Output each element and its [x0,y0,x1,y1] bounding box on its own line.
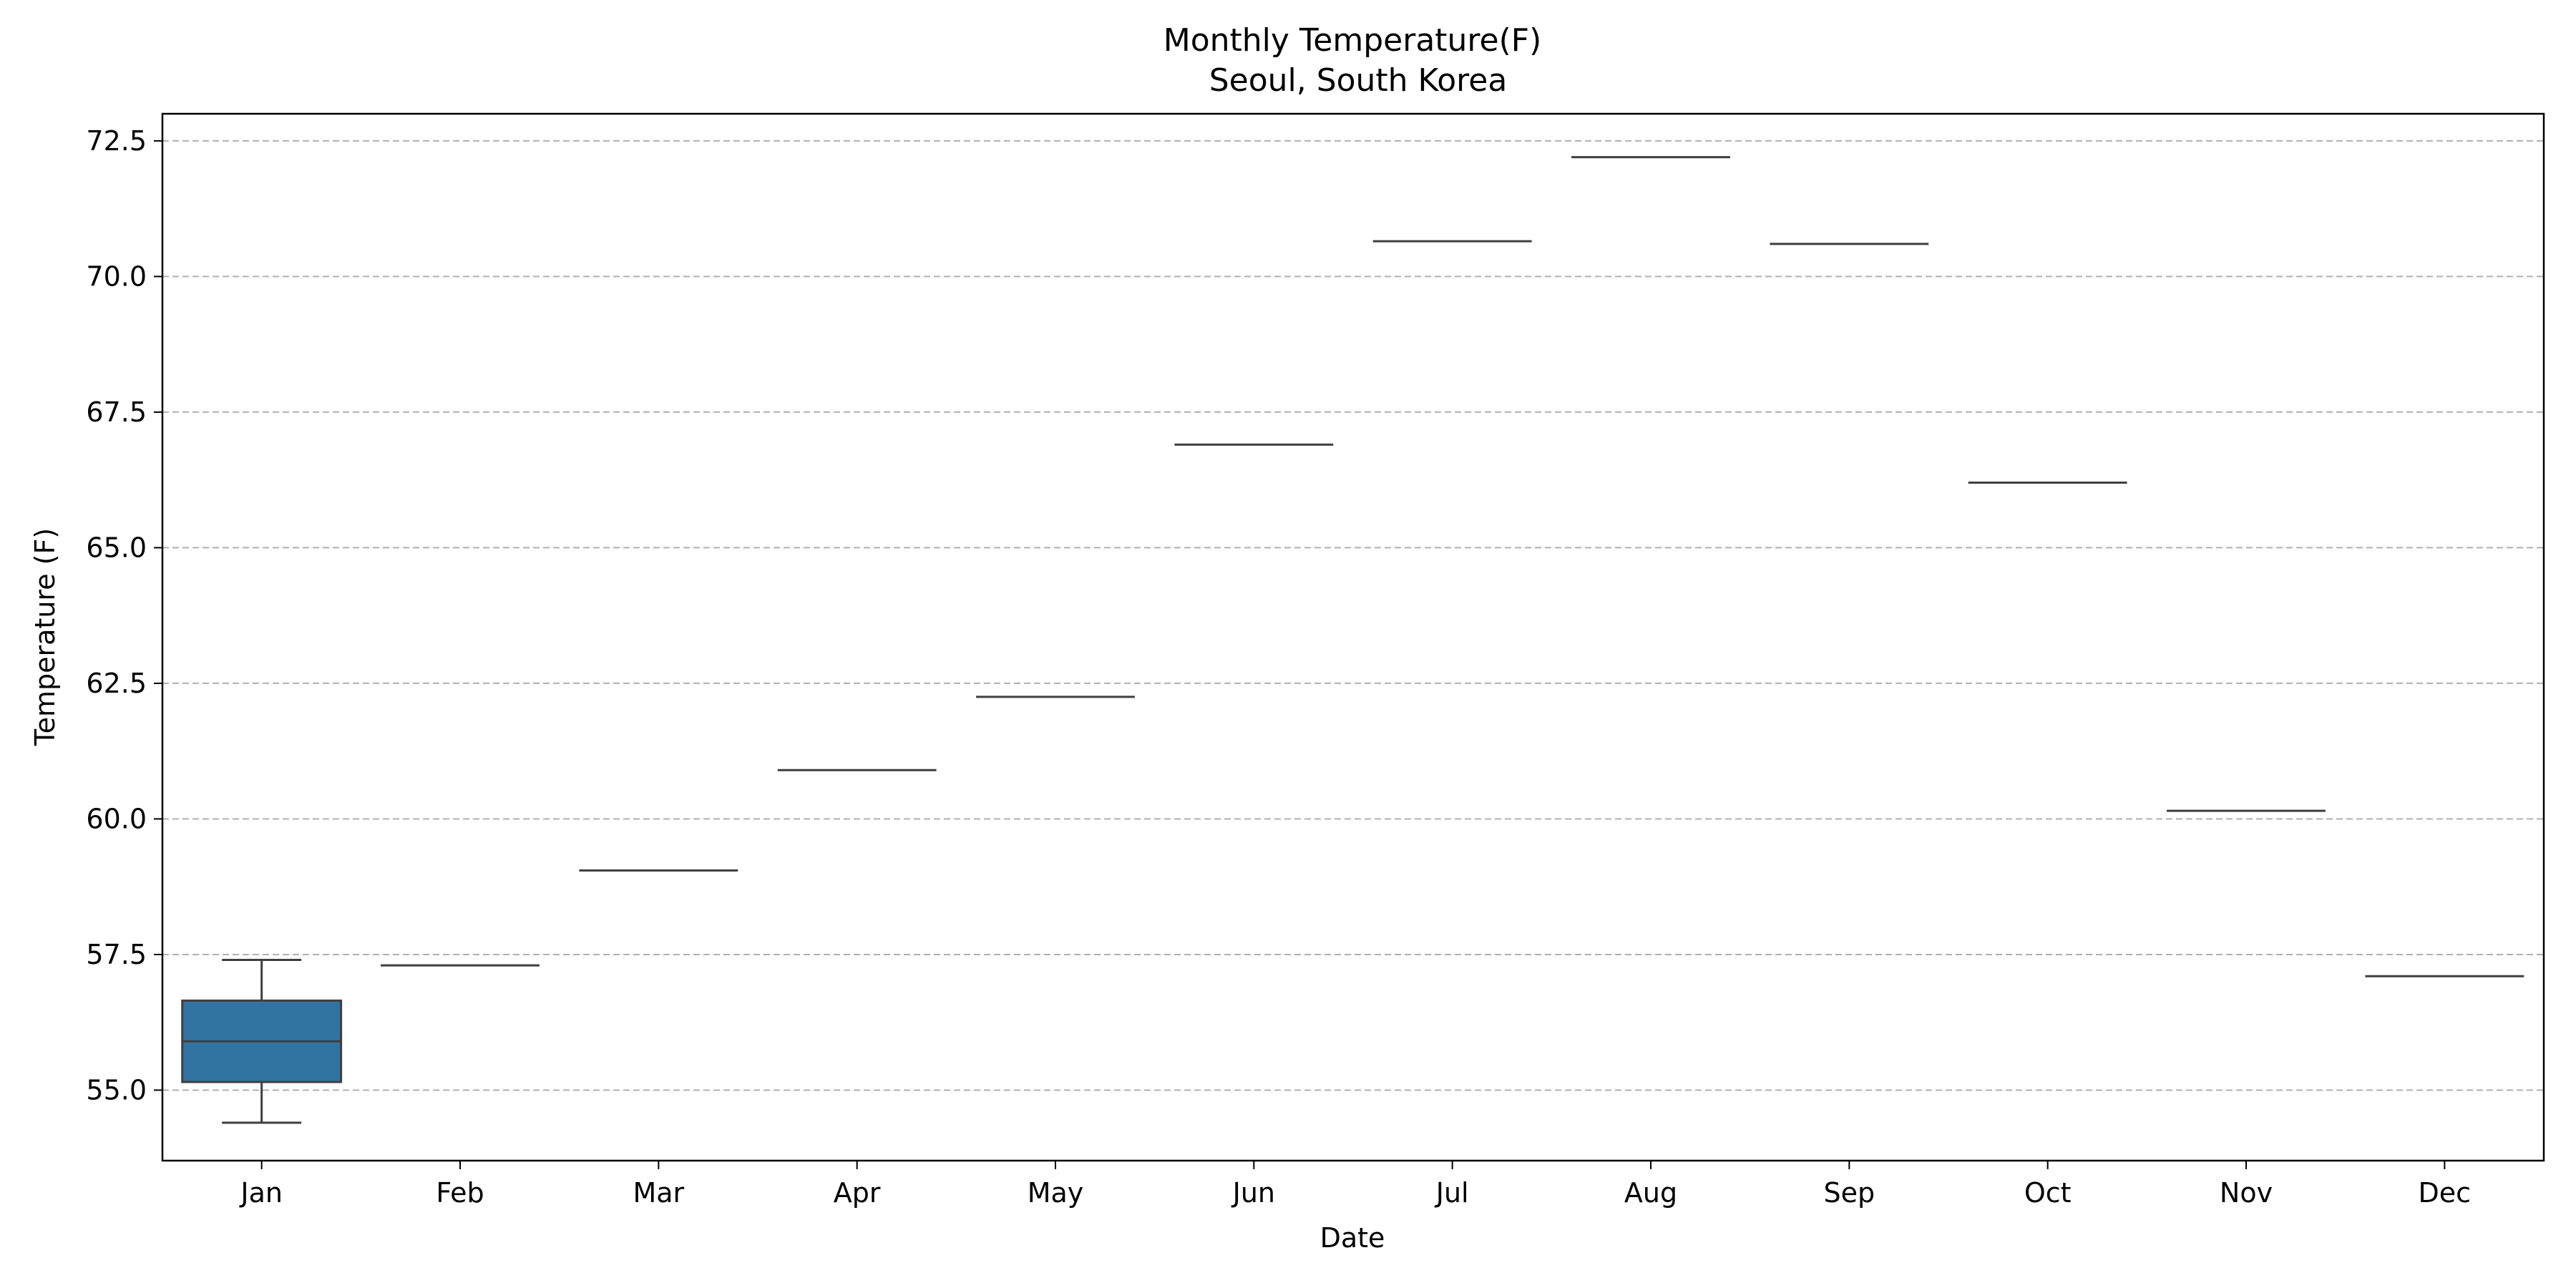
y-tick-label: 72.5 [86,125,147,157]
x-axis-ticks: Jan Feb Mar Apr May Jun Jul Aug Sep Oct Nov Dec [239,1161,2471,1209]
plot-area-frame [161,112,2545,1162]
box-jan [181,959,343,1124]
x-tick-label: Jan [239,1177,283,1209]
y-tick-label: 55.0 [86,1074,147,1106]
y-axis-label: Temperature (F) [29,528,61,746]
y-tick-label: 57.5 [86,939,147,970]
x-tick-label: Jun [1231,1177,1275,1209]
y-tick-label: 65.0 [86,532,147,563]
x-tick-label: Sep [1824,1177,1875,1209]
chart-title-line-2: Seoul, South Korea [1209,62,1508,99]
x-tick-label: Aug [1624,1177,1677,1209]
x-tick-label: Mar [633,1177,684,1209]
y-tick-label: 67.5 [86,396,147,428]
x-tick-label: Apr [834,1177,881,1209]
x-tick-label: Jul [1435,1177,1469,1209]
y-tick-label: 60.0 [86,803,147,834]
x-tick-label: May [1028,1177,1084,1209]
chart-title-line-1: Monthly Temperature(F) [1163,22,1542,59]
box-marks [181,156,2524,1124]
gridlines [162,140,2544,1091]
y-axis-ticks: 55.0 57.5 60.0 62.5 65.0 67.5 70.0 72.5 [86,125,162,1106]
x-tick-label: Nov [2220,1177,2273,1209]
x-tick-label: Oct [2024,1177,2072,1209]
x-tick-label: Feb [436,1177,484,1209]
x-axis-label: Date [1320,1222,1385,1254]
y-tick-label: 62.5 [86,668,147,699]
x-tick-label: Dec [2419,1177,2472,1209]
y-tick-label: 70.0 [86,260,147,292]
